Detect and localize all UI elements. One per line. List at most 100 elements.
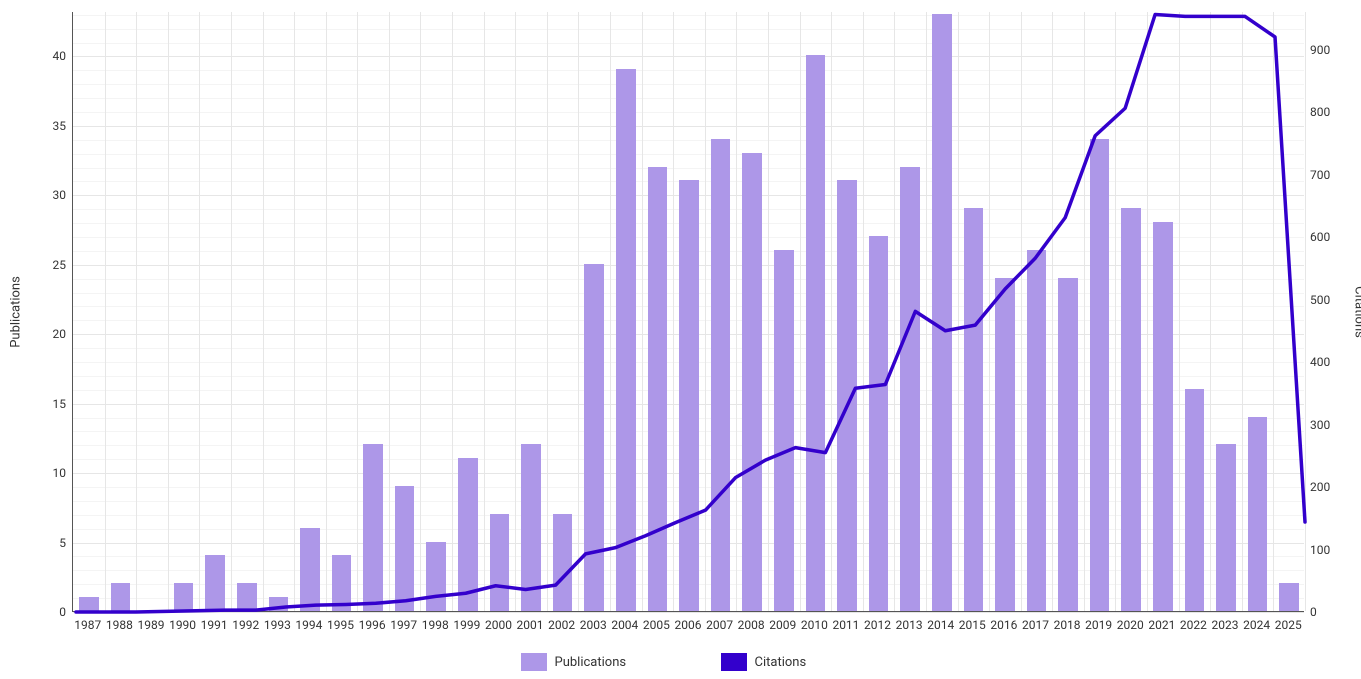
- x-tick: 2013: [896, 612, 923, 632]
- bar: [964, 208, 984, 611]
- gridline-v: [1305, 12, 1306, 611]
- bar: [869, 236, 889, 611]
- x-tick: 1990: [169, 612, 196, 632]
- bar: [711, 139, 731, 611]
- gridline-v: [168, 12, 169, 611]
- gridline-v: [515, 12, 516, 611]
- legend-item-bars: Publications: [521, 653, 627, 671]
- gridline-v: [420, 12, 421, 611]
- x-tick: 1991: [201, 612, 228, 632]
- x-tick: 2017: [1022, 612, 1049, 632]
- x-tick: 2025: [1275, 612, 1302, 632]
- bar: [806, 55, 826, 611]
- bar: [490, 514, 510, 611]
- gridline-v: [199, 12, 200, 611]
- gridline-v: [389, 12, 390, 611]
- x-tick: 1998: [422, 612, 449, 632]
- gridline-minor: [73, 98, 1304, 99]
- bar: [1090, 139, 1110, 611]
- bar: [553, 514, 573, 611]
- gridline-v: [231, 12, 232, 611]
- bar: [332, 555, 352, 611]
- chart-root: Publications Citations PublicationsCitat…: [0, 0, 1361, 679]
- y-right-tick: 900: [1304, 43, 1330, 57]
- gridline-v: [1084, 12, 1085, 611]
- x-tick: 2016: [990, 612, 1017, 632]
- x-tick: 2010: [801, 612, 828, 632]
- x-tick: 1993: [264, 612, 291, 632]
- x-tick: 2009: [769, 612, 796, 632]
- gridline-v: [958, 12, 959, 611]
- y-right-tick: 800: [1304, 105, 1330, 119]
- gridline-v: [673, 12, 674, 611]
- x-tick: 1996: [359, 612, 386, 632]
- gridline-v: [863, 12, 864, 611]
- bar: [1248, 417, 1268, 611]
- legend-label: Publications: [555, 655, 627, 670]
- gridline-v: [800, 12, 801, 611]
- gridline-v: [547, 12, 548, 611]
- bar: [395, 486, 415, 611]
- gridline-v: [926, 12, 927, 611]
- bar: [237, 583, 257, 611]
- bar: [932, 14, 952, 611]
- plot-area: [72, 12, 1304, 612]
- x-tick: 2020: [1117, 612, 1144, 632]
- gridline-minor: [73, 154, 1304, 155]
- gridline-v: [452, 12, 453, 611]
- bar: [584, 264, 604, 611]
- bar: [111, 583, 131, 611]
- gridline-v: [768, 12, 769, 611]
- bar: [1121, 208, 1141, 611]
- gridline-major: [73, 56, 1304, 57]
- gridline-minor: [73, 84, 1304, 85]
- bar: [300, 528, 320, 611]
- bar: [426, 542, 446, 611]
- y-right-tick: 300: [1304, 418, 1330, 432]
- y-right-tick: 700: [1304, 168, 1330, 182]
- gridline-v: [105, 12, 106, 611]
- y-right-tick: 400: [1304, 355, 1330, 369]
- x-tick: 2022: [1180, 612, 1207, 632]
- x-tick: 2018: [1054, 612, 1081, 632]
- gridline-v: [1115, 12, 1116, 611]
- gridline-v: [1021, 12, 1022, 611]
- bar: [837, 180, 857, 611]
- gridline-minor: [73, 15, 1304, 16]
- gridline-minor: [73, 29, 1304, 30]
- gridline-v: [1210, 12, 1211, 611]
- bar: [205, 555, 225, 611]
- y-right-tick: 100: [1304, 543, 1330, 557]
- x-tick: 2008: [738, 612, 765, 632]
- y-left-tick: 5: [59, 536, 72, 550]
- bar: [1058, 278, 1078, 611]
- gridline-v: [263, 12, 264, 611]
- gridline-v: [484, 12, 485, 611]
- y-axis-left-label: Publications: [9, 276, 24, 348]
- y-left-tick: 40: [53, 49, 73, 63]
- y-right-tick: 500: [1304, 293, 1330, 307]
- x-tick: 1988: [106, 612, 133, 632]
- bar: [174, 583, 194, 611]
- x-tick: 1997: [390, 612, 417, 632]
- y-left-tick: 30: [53, 188, 73, 202]
- gridline-v: [1242, 12, 1243, 611]
- bar: [616, 69, 636, 611]
- bar: [1279, 583, 1299, 611]
- x-tick: 2011: [832, 612, 859, 632]
- y-left-tick: 20: [53, 327, 73, 341]
- gridline-minor: [73, 140, 1304, 141]
- x-tick: 2001: [517, 612, 544, 632]
- bar: [995, 278, 1015, 611]
- y-left-tick: 15: [53, 397, 73, 411]
- x-tick: 1999: [453, 612, 480, 632]
- x-tick: 2023: [1212, 612, 1239, 632]
- y-left-tick: 35: [53, 119, 73, 133]
- y-left-tick: 0: [59, 605, 72, 619]
- legend-item-line: Citations: [721, 653, 807, 671]
- x-tick: 2014: [927, 612, 954, 632]
- gridline-v: [610, 12, 611, 611]
- x-tick: 2000: [485, 612, 512, 632]
- bar: [742, 153, 762, 611]
- x-tick: 1987: [74, 612, 101, 632]
